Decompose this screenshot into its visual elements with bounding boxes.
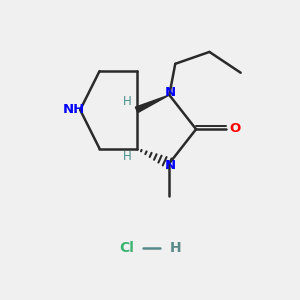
Text: N: N <box>165 159 176 172</box>
Text: O: O <box>229 122 240 135</box>
Text: H: H <box>169 241 181 255</box>
Text: H: H <box>123 95 132 108</box>
Text: Cl: Cl <box>119 241 134 255</box>
Text: N: N <box>165 86 176 99</box>
Text: H: H <box>123 150 132 163</box>
Polygon shape <box>135 95 169 112</box>
Text: NH: NH <box>62 103 85 116</box>
